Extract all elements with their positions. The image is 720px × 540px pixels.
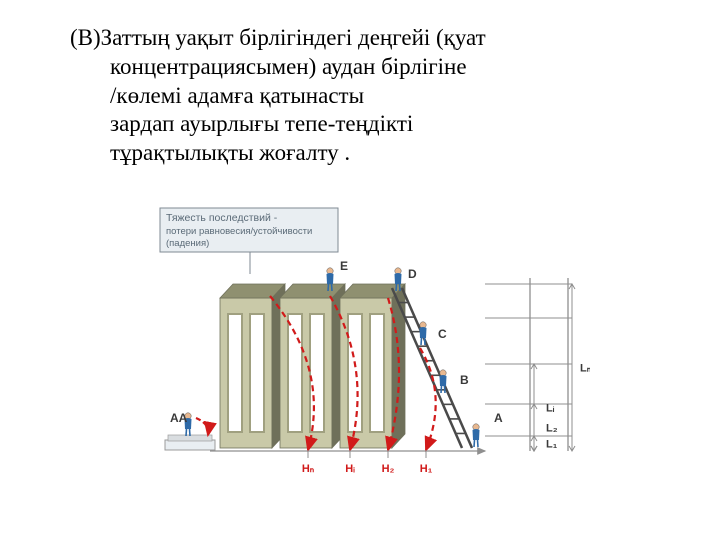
svg-text:AA: AA — [170, 411, 188, 425]
svg-text:Hₙ: Hₙ — [302, 463, 315, 475]
para-line1: (В)Заттың уақыт бірлігіндегі деңгейі (қу… — [70, 25, 486, 50]
para-line3: /көлемі адамға қатынасты — [110, 82, 684, 111]
para-line5: тұрақтылықты жоғалту . — [110, 139, 684, 168]
diagram-svg: Hₙ Hᵢ H₂ H₁ L₁ L₂ Lᵢ Lₙ A B C D E AA Тяжесть последств… — [130, 188, 590, 488]
para-line2: концентрациясымен) аудан бірлігіне — [110, 53, 684, 82]
svg-text:C: C — [438, 327, 447, 341]
svg-text:Тяжесть последствий -: Тяжесть последствий - — [166, 212, 278, 224]
svg-text:Lₙ: Lₙ — [580, 362, 590, 374]
svg-text:E: E — [340, 259, 348, 273]
svg-text:A: A — [494, 411, 503, 425]
svg-text:потери равновесия/устойчивости: потери равновесия/устойчивости — [166, 226, 312, 237]
svg-text:L₂: L₂ — [546, 422, 558, 434]
svg-text:L₁: L₁ — [546, 438, 558, 450]
svg-text:(падения): (падения) — [166, 238, 209, 249]
svg-text:H₂: H₂ — [382, 463, 395, 475]
para-line4: зардап ауырлығы тепе-теңдікті — [110, 110, 684, 139]
svg-text:B: B — [460, 373, 469, 387]
figure-container: Hₙ Hᵢ H₂ H₁ L₁ L₂ Lᵢ Lₙ A B C D E AA Тяжесть последств… — [36, 188, 684, 488]
svg-text:Lᵢ: Lᵢ — [546, 402, 555, 414]
svg-text:H₁: H₁ — [420, 463, 433, 475]
svg-text:D: D — [408, 267, 417, 281]
svg-text:Hᵢ: Hᵢ — [345, 463, 355, 475]
